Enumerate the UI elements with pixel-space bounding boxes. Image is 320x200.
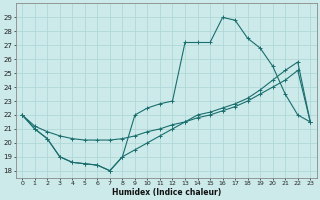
X-axis label: Humidex (Indice chaleur): Humidex (Indice chaleur)	[112, 188, 221, 197]
